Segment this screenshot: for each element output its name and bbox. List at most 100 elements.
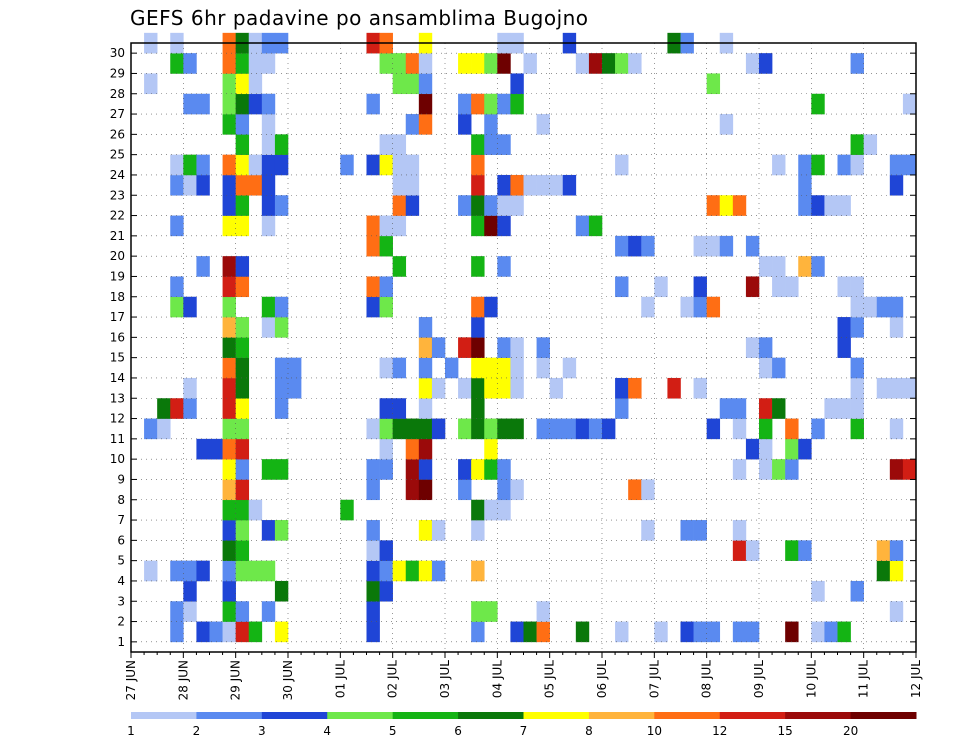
y-tick-label: 28 xyxy=(110,87,125,101)
colorbar-label: 10 xyxy=(647,724,662,738)
x-tick-label: 11 JUL xyxy=(857,660,871,698)
heatmap-cell xyxy=(510,174,524,196)
x-tick-label: 10 JUL xyxy=(804,660,818,698)
heatmap-cell xyxy=(144,73,158,95)
y-tick-label: 22 xyxy=(110,209,125,223)
heatmap-cell xyxy=(222,540,236,561)
y-tick-label: 11 xyxy=(110,432,125,446)
heatmap-cell xyxy=(405,154,420,176)
heatmap-cell xyxy=(392,134,407,155)
heatmap-cell xyxy=(248,53,263,74)
heatmap-cell xyxy=(379,215,393,237)
heatmap-cell xyxy=(785,438,799,460)
colorbar-swatch xyxy=(654,712,721,719)
heatmap-cell xyxy=(170,398,184,419)
heatmap-cell xyxy=(654,621,668,643)
heatmap-cell xyxy=(235,215,250,237)
heatmap-cell xyxy=(235,520,250,541)
colorbar-legend: 1 2 3 4 5 6 7 8 10 12 15 20 xyxy=(127,712,917,738)
heatmap-cell xyxy=(405,174,420,196)
heatmap-cell xyxy=(759,438,773,460)
heatmap-cell xyxy=(235,459,250,480)
heatmap-cell xyxy=(850,580,864,602)
y-tick-label: 1 xyxy=(117,635,125,649)
heatmap-cell xyxy=(183,296,197,318)
heatmap-cell xyxy=(458,114,472,135)
heatmap-cell xyxy=(222,215,236,237)
heatmap-cell xyxy=(680,621,694,643)
heatmap-cell xyxy=(471,377,485,399)
heatmap-cell xyxy=(484,53,498,74)
heatmap-cell xyxy=(418,398,433,419)
heatmap-cell xyxy=(235,114,250,135)
heatmap-cell xyxy=(248,154,263,176)
heatmap-cell xyxy=(798,540,812,561)
heatmap-cell xyxy=(379,438,393,460)
heatmap-cell xyxy=(366,93,380,115)
y-tick-label: 14 xyxy=(110,371,125,385)
heatmap-cell xyxy=(706,235,721,257)
heatmap-cell xyxy=(170,296,184,318)
heatmap-cell xyxy=(209,621,223,643)
heatmap-cell xyxy=(471,154,485,176)
heatmap-cell xyxy=(719,114,734,135)
heatmap-cell xyxy=(811,256,825,277)
heatmap-cell xyxy=(484,377,498,399)
heatmap-cell xyxy=(785,540,799,561)
heatmap-cell xyxy=(248,93,263,115)
heatmap-cell xyxy=(379,540,393,561)
heatmap-cell xyxy=(196,256,210,277)
axes: 1234567891011121314151617181920212223242… xyxy=(110,42,923,700)
heatmap-cell xyxy=(471,601,485,622)
heatmap-cell xyxy=(641,235,655,257)
heatmap-cell xyxy=(497,195,511,216)
heatmap-cell xyxy=(732,520,747,541)
x-tick-label: 02 JUL xyxy=(386,660,400,698)
colorbar-swatch xyxy=(131,712,197,719)
heatmap-cell xyxy=(366,154,380,176)
heatmap-cell xyxy=(484,357,498,379)
heatmap-cell xyxy=(667,377,681,399)
colorbar-swatch xyxy=(196,712,263,719)
heatmap-cell xyxy=(536,357,550,379)
heatmap-cell xyxy=(235,499,250,521)
y-tick-label: 12 xyxy=(110,412,125,426)
heatmap-cell xyxy=(222,195,236,216)
heatmap-cell xyxy=(837,621,851,643)
heatmap-cell xyxy=(850,418,864,440)
heatmap-cell xyxy=(850,377,864,399)
heatmap-cell xyxy=(274,357,289,379)
heatmap-cell xyxy=(222,438,236,460)
heatmap-cell xyxy=(431,560,446,582)
heatmap-cell xyxy=(706,195,721,216)
heatmap-cell xyxy=(392,195,407,216)
heatmap-cell xyxy=(732,418,747,440)
heatmap-cell xyxy=(615,53,629,74)
heatmap-cell xyxy=(222,73,236,95)
heatmap-cell xyxy=(458,459,472,480)
heatmap-cell xyxy=(288,377,302,399)
heatmap-cell xyxy=(549,418,564,440)
heatmap-cell xyxy=(170,174,184,196)
heatmap-cell xyxy=(261,520,276,541)
heatmap-cell xyxy=(471,317,485,338)
heatmap-cell xyxy=(274,154,289,176)
heatmap-cell xyxy=(536,621,550,643)
heatmap-cell xyxy=(235,479,250,501)
heatmap-cell xyxy=(602,418,616,440)
y-tick-label: 3 xyxy=(117,594,125,608)
heatmap-cell xyxy=(536,418,550,440)
colorbar-swatch xyxy=(261,712,328,719)
heatmap-cell xyxy=(719,398,734,419)
heatmap-cell xyxy=(458,377,472,399)
heatmap-cell xyxy=(418,479,433,501)
colorbar-swatch xyxy=(850,712,917,719)
heatmap-cell xyxy=(222,174,236,196)
heatmap-cell xyxy=(497,418,511,440)
heatmap-cell xyxy=(693,276,707,298)
heatmap-cell xyxy=(785,276,799,298)
heatmap-cell xyxy=(510,418,524,440)
heatmap-cell xyxy=(654,276,668,298)
heatmap-cell xyxy=(497,53,511,74)
heatmap-cell xyxy=(222,337,236,358)
